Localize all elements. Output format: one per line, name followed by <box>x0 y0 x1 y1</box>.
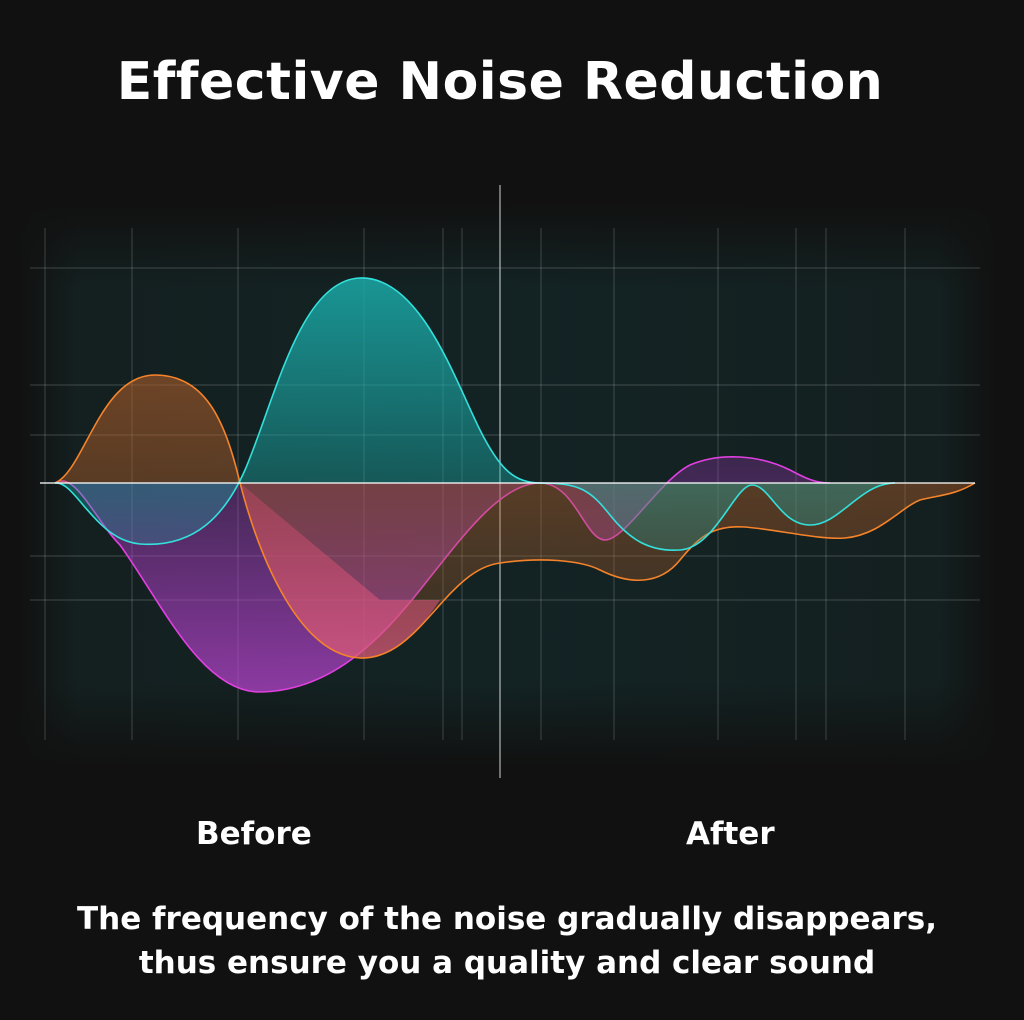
page-title: Effective Noise Reduction <box>116 52 884 112</box>
caption-line-1: The frequency of the noise gradually dis… <box>77 901 937 937</box>
caption: The frequency of the noise gradually dis… <box>0 897 1014 985</box>
after-label: After <box>686 816 775 852</box>
caption-line-2: thus ensure you a quality and clear soun… <box>138 945 876 981</box>
cyan-waveform <box>54 277 896 551</box>
orange-waveform <box>54 374 976 659</box>
before-label: Before <box>196 816 312 852</box>
